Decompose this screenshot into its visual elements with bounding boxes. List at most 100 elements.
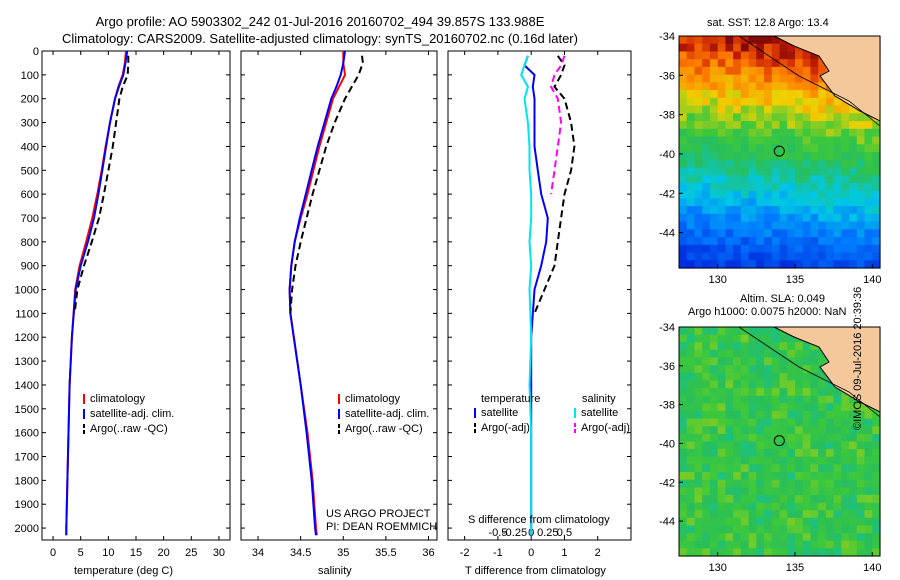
map-cell bbox=[686, 198, 695, 207]
map-cell bbox=[771, 403, 781, 412]
map-cell bbox=[733, 59, 742, 68]
map-cell bbox=[702, 433, 711, 443]
map-cell bbox=[764, 237, 773, 246]
map-cell bbox=[725, 441, 734, 450]
map-cell bbox=[725, 372, 734, 381]
map-cell bbox=[779, 182, 788, 192]
map-cell bbox=[825, 244, 835, 254]
map-cell bbox=[841, 494, 850, 504]
map-cell bbox=[818, 198, 827, 207]
map-cell bbox=[756, 159, 765, 168]
map-cell bbox=[864, 517, 873, 526]
map-cell bbox=[717, 395, 726, 404]
map-cell bbox=[764, 411, 773, 420]
map-cell bbox=[764, 327, 773, 336]
map-cell bbox=[756, 51, 765, 60]
map-cell bbox=[733, 548, 742, 557]
map-cell bbox=[802, 90, 811, 99]
map-cell bbox=[740, 418, 750, 427]
map-cell bbox=[849, 494, 858, 504]
map-cell bbox=[679, 441, 688, 450]
map-cell bbox=[725, 252, 734, 261]
map-cell bbox=[771, 548, 781, 557]
map-cell bbox=[679, 113, 688, 122]
map-cell bbox=[787, 213, 796, 223]
map-cell bbox=[818, 403, 827, 412]
map-cell bbox=[764, 441, 773, 450]
map-cell bbox=[733, 403, 742, 412]
map-cell bbox=[833, 533, 842, 542]
map-cell bbox=[740, 43, 750, 52]
map-cell bbox=[849, 418, 858, 427]
map-cell bbox=[686, 105, 695, 114]
map-cell bbox=[709, 113, 719, 122]
map-cell bbox=[694, 59, 703, 68]
map-cell bbox=[849, 244, 858, 254]
map-cell bbox=[872, 479, 881, 488]
map-cell bbox=[856, 152, 866, 161]
map-cell bbox=[709, 244, 719, 254]
map-cell bbox=[802, 395, 811, 404]
map-cell bbox=[702, 97, 711, 107]
map-cell bbox=[725, 472, 734, 481]
map-cell bbox=[686, 237, 695, 246]
map-cell bbox=[756, 479, 765, 488]
map-cell bbox=[702, 540, 711, 549]
map-cell bbox=[679, 411, 688, 420]
map-cell bbox=[802, 198, 811, 207]
map-cell bbox=[802, 260, 811, 269]
map-cell bbox=[694, 426, 703, 435]
map-cell bbox=[694, 464, 703, 473]
map-cell bbox=[748, 464, 757, 473]
map-cell bbox=[849, 540, 858, 549]
map-cell bbox=[709, 548, 719, 557]
map-cell bbox=[802, 494, 811, 504]
map-cell bbox=[795, 159, 804, 168]
map-cell bbox=[795, 540, 804, 549]
map-cell bbox=[679, 548, 688, 557]
map-cell bbox=[841, 418, 850, 427]
map-cell bbox=[725, 411, 734, 420]
map-cell bbox=[864, 144, 873, 153]
map-cell bbox=[733, 372, 742, 381]
map-cell bbox=[810, 244, 819, 254]
map-cell bbox=[825, 221, 835, 230]
map-cell bbox=[864, 548, 873, 557]
map-cell bbox=[818, 237, 827, 246]
map-cell bbox=[764, 82, 773, 91]
map-cell bbox=[825, 517, 835, 526]
map-cell bbox=[802, 244, 811, 254]
map-cell bbox=[756, 121, 765, 130]
map-cell bbox=[709, 144, 719, 153]
map-cell bbox=[802, 510, 811, 519]
y-tick-label: 600 bbox=[21, 189, 39, 201]
x-tick2-label: -0.5 bbox=[488, 527, 507, 539]
map-cell bbox=[756, 229, 765, 238]
map-cell bbox=[802, 472, 811, 481]
map-cell bbox=[849, 411, 858, 420]
map-cell bbox=[740, 456, 750, 465]
map-cell bbox=[748, 121, 757, 130]
map-cell bbox=[795, 349, 804, 359]
map-cell bbox=[864, 456, 873, 465]
map-cell bbox=[787, 517, 796, 526]
map-y-tick-label: -36 bbox=[659, 361, 675, 373]
map-cell bbox=[717, 213, 726, 223]
map-cell bbox=[733, 82, 742, 91]
map-cell bbox=[702, 525, 711, 534]
x-tick-label: 30 bbox=[213, 547, 225, 559]
map-cell bbox=[725, 121, 734, 130]
map-cell bbox=[740, 525, 750, 534]
map-cell bbox=[679, 472, 688, 481]
map-cell bbox=[864, 221, 873, 230]
legend-label: Argo(-adj) bbox=[581, 422, 630, 434]
map-cell bbox=[748, 59, 757, 68]
series-line-satellite-2 bbox=[520, 55, 533, 536]
plot-frame-1 bbox=[240, 50, 438, 541]
map-cell bbox=[787, 380, 796, 389]
map-cell bbox=[694, 372, 703, 381]
map-cell bbox=[787, 136, 796, 145]
map-cell bbox=[740, 388, 750, 397]
map-cell bbox=[864, 426, 873, 435]
x-tick-label: 20 bbox=[158, 547, 170, 559]
